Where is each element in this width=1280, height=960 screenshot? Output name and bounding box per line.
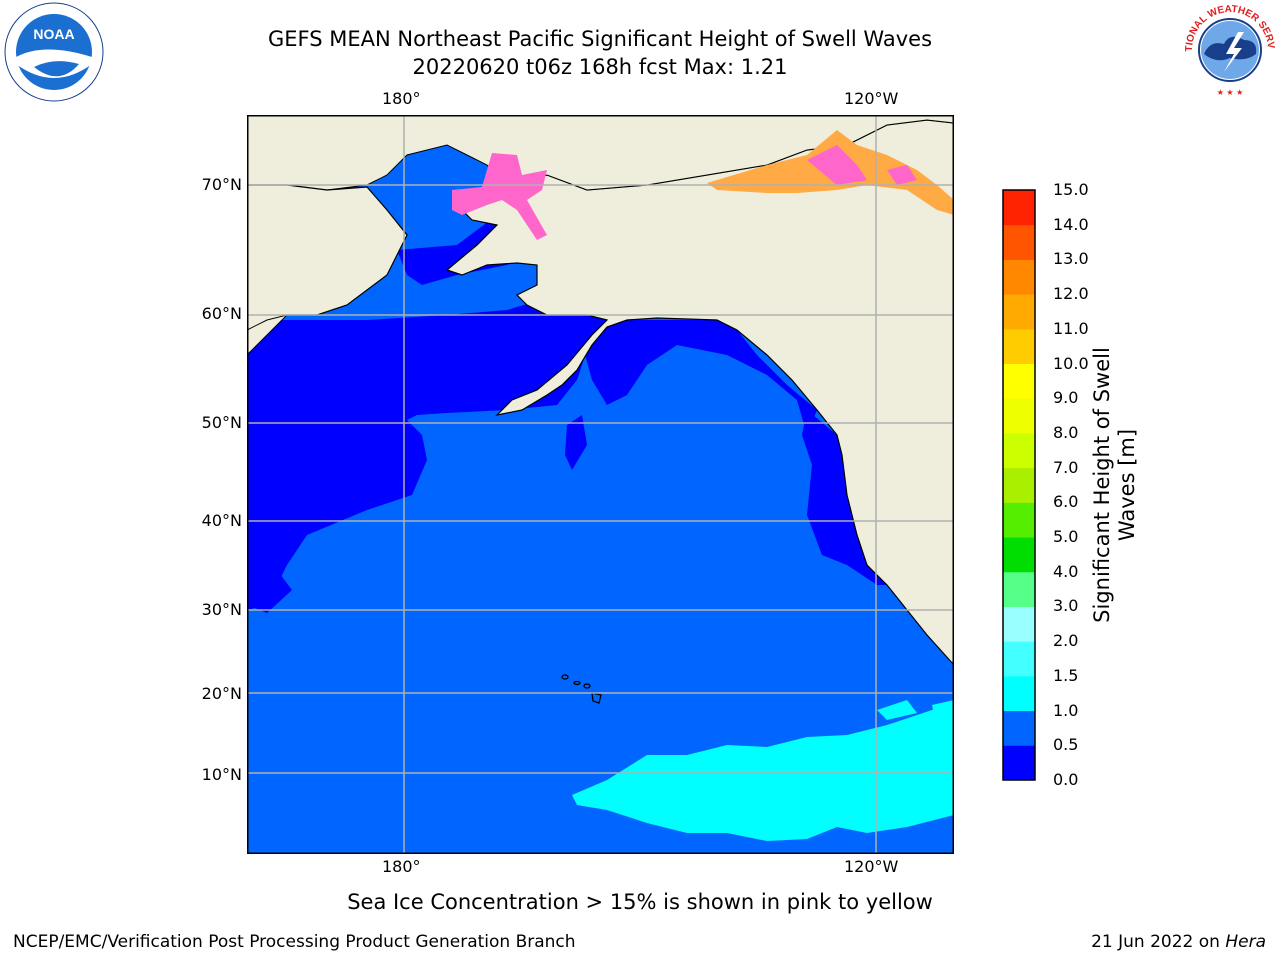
- chart-title: GEFS MEAN Northeast Pacific Significant …: [267, 27, 933, 51]
- lon-label-top-120w: 120°W: [844, 89, 899, 108]
- footer-host: Hera: [1225, 932, 1266, 952]
- svg-text:★ ★ ★: ★ ★ ★: [1217, 88, 1244, 97]
- svg-text:NOAA: NOAA: [33, 26, 74, 42]
- colorbar-bin: [1003, 502, 1035, 538]
- nws-logo-icon: NATIONAL WEATHER SERVICE ★ ★ ★: [1180, 2, 1276, 97]
- lat-label-70n: 70°N: [201, 175, 242, 194]
- map-gridlines: [247, 115, 954, 854]
- lon-label-top-180: 180°: [382, 89, 421, 108]
- colorbar-tick-label: 4.0: [1053, 561, 1079, 581]
- footer-date: 21 Jun 2022 on Hera: [1091, 932, 1266, 952]
- footer-credit: NCEP/EMC/Verification Post Processing Pr…: [13, 932, 576, 952]
- colorbar-tick-label: 9.0: [1053, 388, 1079, 408]
- colorbar-tick-label: 14.0: [1053, 214, 1089, 234]
- colorbar-bin: [1003, 675, 1035, 712]
- colorbar-bin: [1003, 294, 1035, 330]
- colorbar-tick-label: 3.0: [1053, 596, 1079, 616]
- lat-label-40n: 40°N: [201, 511, 242, 530]
- lat-label-10n: 10°N: [201, 765, 242, 784]
- colorbar: [1002, 189, 1036, 781]
- colorbar-bin: [1003, 328, 1035, 365]
- chart-subtitle: 20220620 t06z 168h fcst Max: 1.21: [412, 55, 788, 79]
- colorbar-tick-label: 15.0: [1053, 180, 1089, 199]
- lat-label-30n: 30°N: [201, 600, 242, 619]
- colorbar-bin: [1003, 606, 1035, 642]
- swell-region-1-1.5m: [572, 703, 954, 841]
- lat-label-20n: 20°N: [201, 684, 242, 703]
- sea-ice-note: Sea Ice Concentration > 15% is shown in …: [347, 890, 933, 914]
- swell-region-0-0.5m: [247, 255, 642, 610]
- map-panel: [247, 115, 954, 854]
- colorbar-bin: [1003, 259, 1035, 295]
- lat-label-60n: 60°N: [201, 304, 242, 323]
- noaa-logo-icon: NOAA: [4, 2, 104, 102]
- colorbar-bin: [1003, 363, 1035, 399]
- lon-label-bottom-120w: 120°W: [844, 857, 899, 876]
- colorbar-tick-label: 1.5: [1053, 665, 1079, 685]
- colorbar-bin: [1003, 467, 1035, 503]
- colorbar-tick-label: 2.0: [1053, 631, 1079, 651]
- sea-ice-region: [452, 153, 547, 240]
- colorbar-tick-label: 11.0: [1053, 318, 1089, 338]
- colorbar-bin: [1003, 571, 1035, 607]
- hawaii-islands: [561, 674, 602, 704]
- colorbar-bin: [1003, 710, 1035, 746]
- colorbar-bin: [1003, 432, 1035, 469]
- colorbar-bin: [1003, 224, 1035, 260]
- colorbar-tick-label: 12.0: [1053, 284, 1089, 304]
- colorbar-tick-label: 5.0: [1053, 527, 1079, 547]
- colorbar-tick-label: 6.0: [1053, 492, 1079, 512]
- colorbar-tick-label: 1.0: [1053, 700, 1079, 720]
- colorbar-tick-label: 7.0: [1053, 457, 1079, 477]
- colorbar-tick-label: 13.0: [1053, 249, 1089, 269]
- colorbar-bin: [1003, 398, 1035, 434]
- lat-label-50n: 50°N: [201, 413, 242, 432]
- colorbar-bin: [1003, 537, 1035, 573]
- colorbar-bin: [1003, 190, 1035, 226]
- colorbar-tick-label: 0.5: [1053, 735, 1079, 755]
- colorbar-tick-label: 8.0: [1053, 422, 1079, 442]
- colorbar-tick-label: 0.0: [1053, 770, 1079, 789]
- lon-label-bottom-180: 180°: [382, 857, 421, 876]
- colorbar-bin: [1003, 745, 1035, 781]
- colorbar-tick-label: 10.0: [1053, 353, 1089, 373]
- colorbar-title: Significant Height of Swell Waves [m]: [1090, 347, 1139, 623]
- colorbar-bin: [1003, 641, 1035, 677]
